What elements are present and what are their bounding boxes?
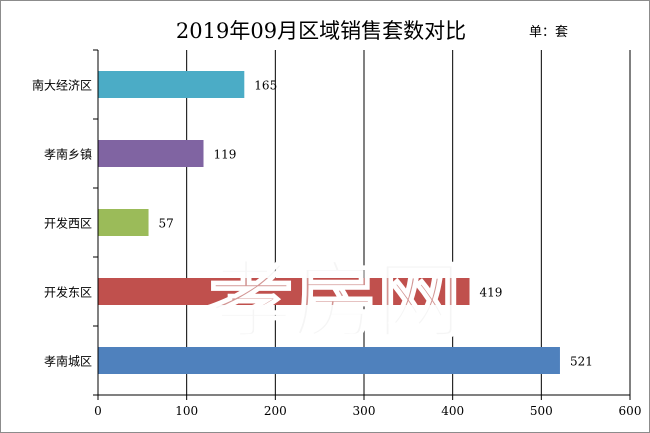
bar <box>98 278 470 305</box>
x-tick-label: 400 <box>441 404 464 418</box>
x-tick-labels: 0 100 200 300 400 500 600 <box>94 404 641 418</box>
data-label: 165 <box>254 79 277 93</box>
chart-title: 2019年09月区域销售套数对比 <box>175 19 467 43</box>
x-tick-label: 300 <box>353 404 376 418</box>
data-label: 521 <box>570 355 593 369</box>
unit-label: 单：套 <box>529 25 569 40</box>
value-labels: 165 119 57 419 521 <box>159 79 593 369</box>
grid-lines <box>93 49 631 400</box>
x-tick-label: 200 <box>264 404 287 418</box>
category-label: 孝南城区 <box>44 354 92 369</box>
x-tick-label: 0 <box>94 404 102 418</box>
watermark: 孝房网 <box>209 252 461 350</box>
category-label: 孝南乡镇 <box>44 147 92 162</box>
category-label: 南大经济区 <box>32 78 92 93</box>
category-label: 开发东区 <box>44 285 92 300</box>
x-tick-label: 100 <box>175 404 198 418</box>
category-label: 开发西区 <box>44 216 92 231</box>
x-tick-label: 500 <box>530 404 553 418</box>
bars <box>98 71 560 374</box>
bar <box>98 347 560 374</box>
data-label: 119 <box>214 148 237 162</box>
bar <box>98 140 204 167</box>
bar <box>98 71 245 98</box>
bar <box>98 209 149 236</box>
data-label: 57 <box>159 217 174 231</box>
x-tick-label: 600 <box>619 404 642 418</box>
data-label: 419 <box>480 286 503 300</box>
